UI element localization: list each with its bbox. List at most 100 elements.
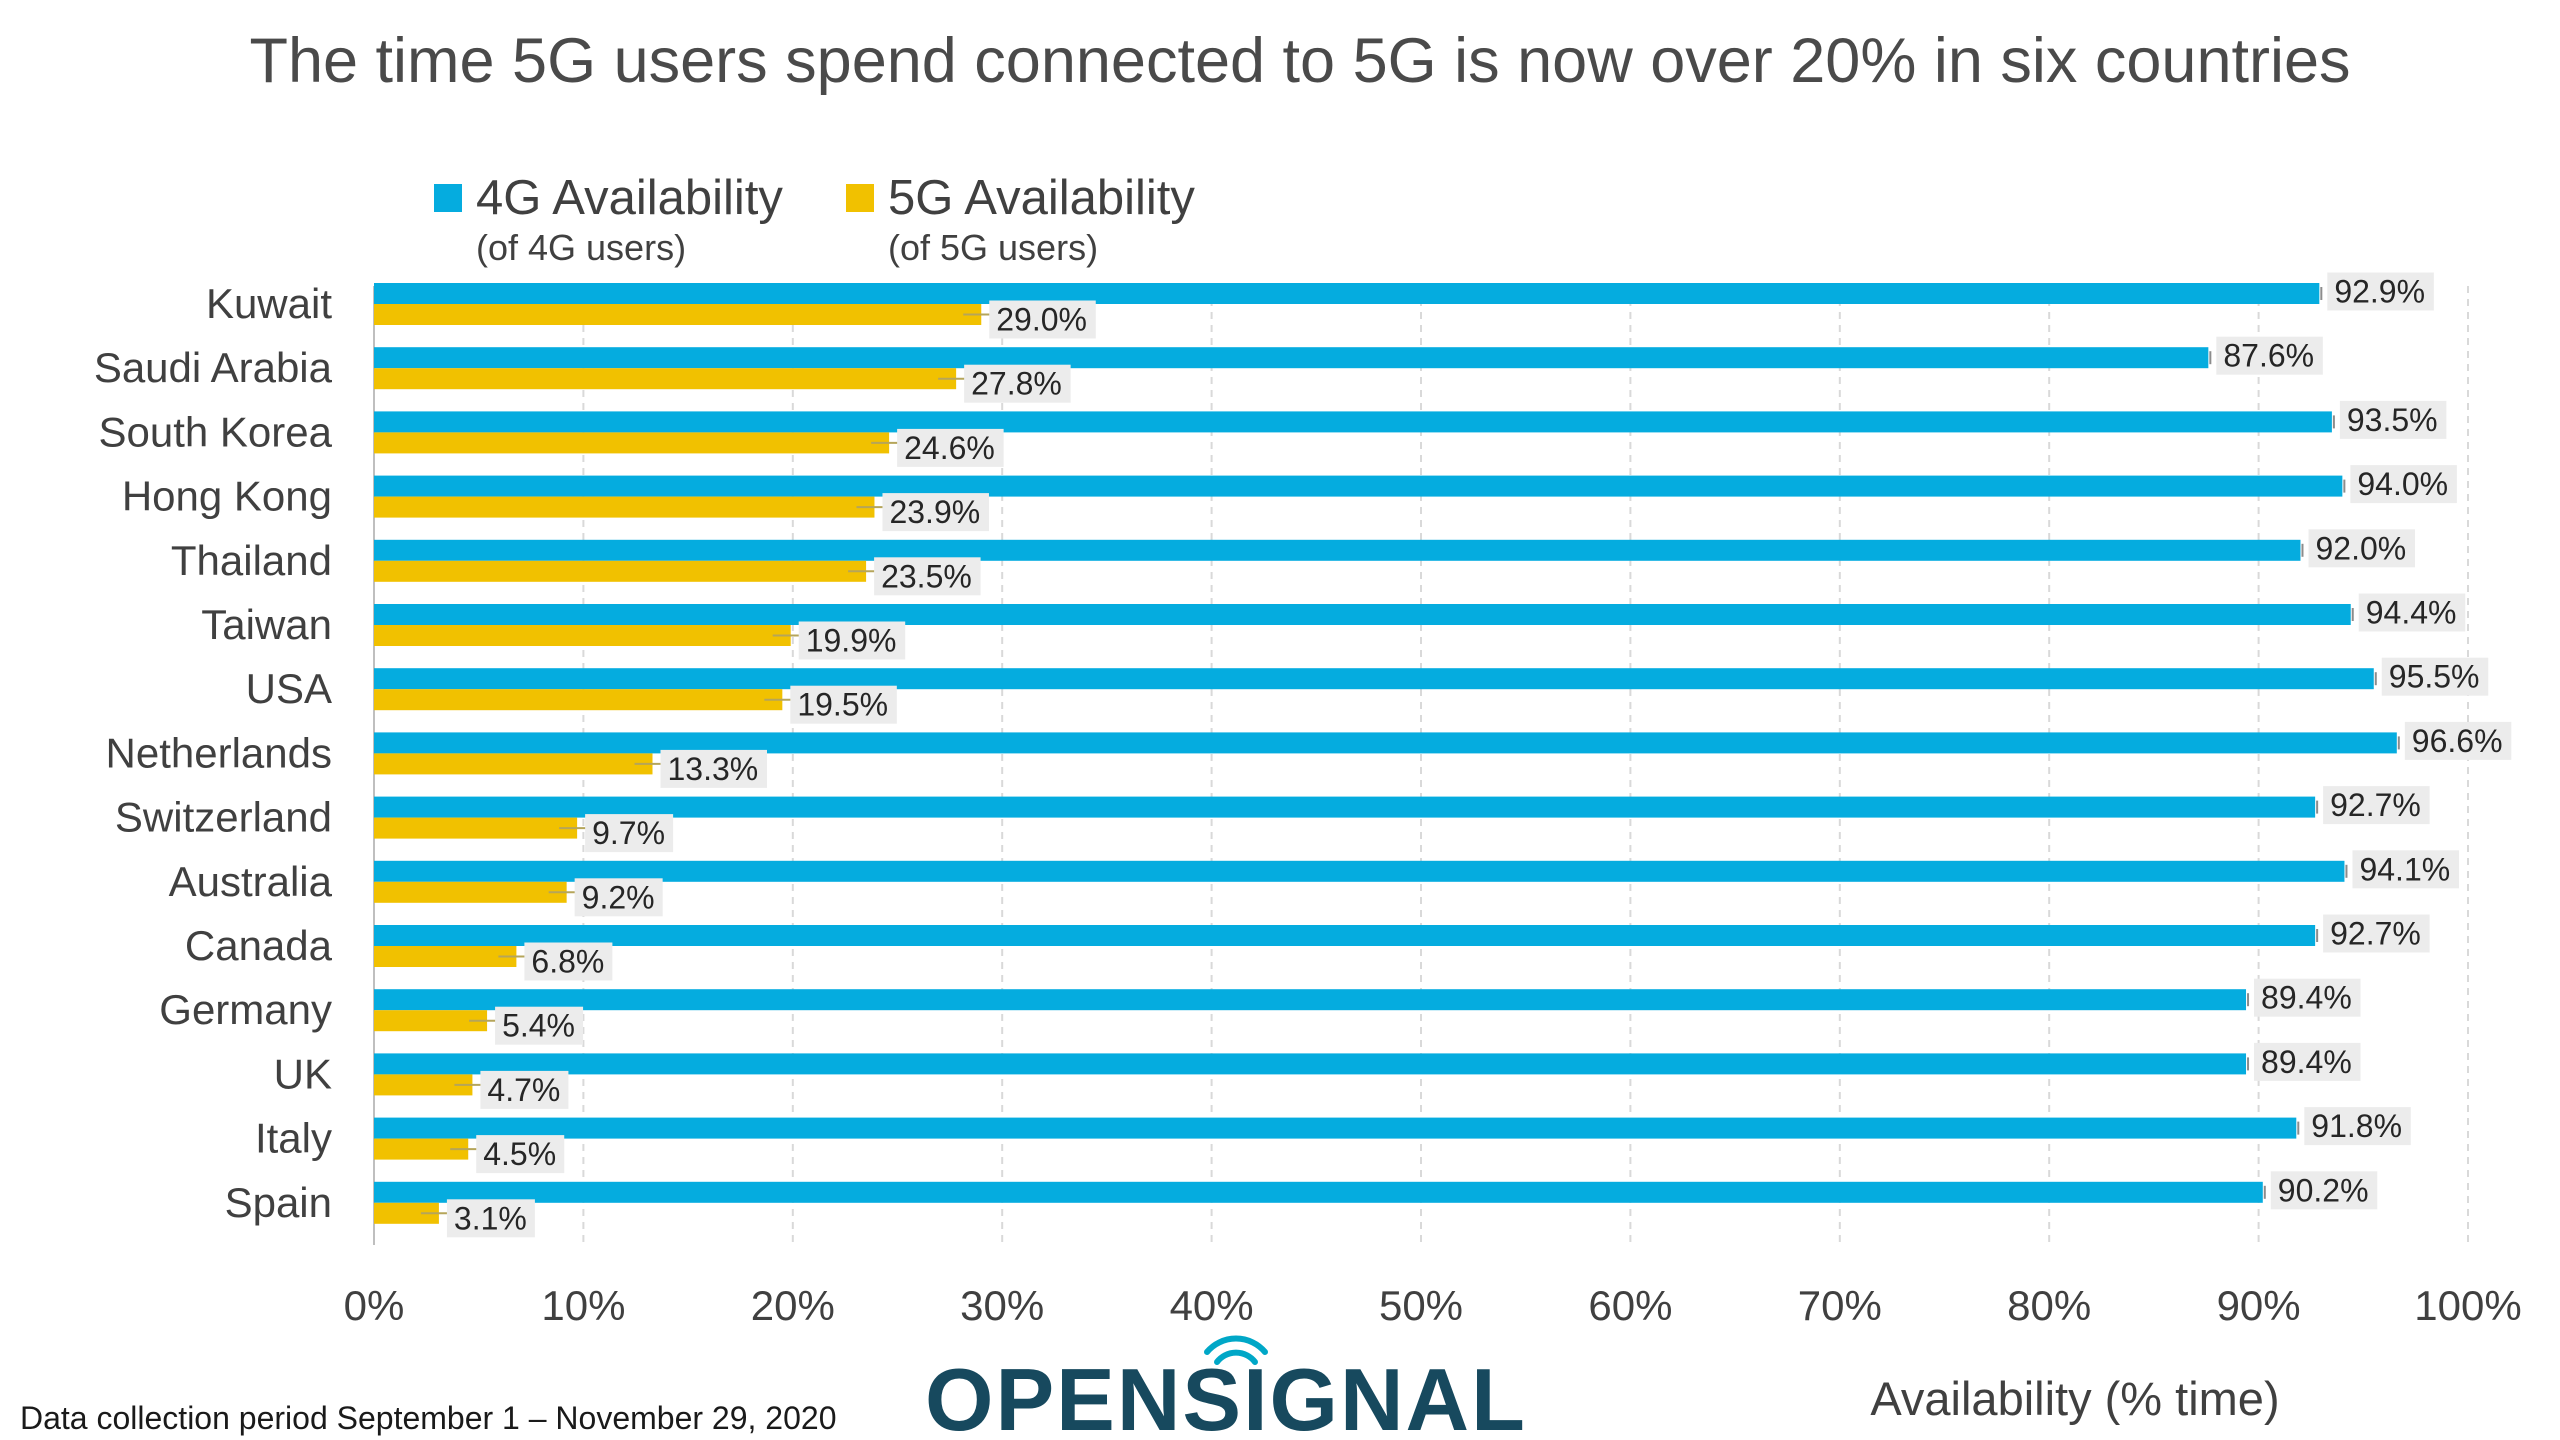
x-tick-label: 20% [751, 1282, 835, 1329]
bar-4g [374, 1053, 2247, 1075]
data-label-bg [574, 878, 663, 917]
data-label-bg [2404, 721, 2512, 760]
data-label: 92.0% [2315, 530, 2406, 566]
bar-5g [374, 946, 517, 967]
bar-4g [374, 732, 2397, 754]
bar-group: 90.2% 3.1% [374, 1171, 2378, 1238]
data-label-bg [524, 942, 613, 981]
bar-group: 94.1% 9.2% [374, 850, 2459, 917]
data-label-bg [2381, 657, 2489, 696]
data-label: 87.6% [2223, 338, 2314, 374]
data-label: 4.5% [483, 1136, 556, 1172]
x-tick-label: 30% [960, 1282, 1044, 1329]
bar-group: 94.4% 19.9% [374, 593, 2466, 660]
data-label-bg [446, 1199, 535, 1238]
x-tick-label: 70% [1798, 1282, 1882, 1329]
data-label-bg [964, 364, 1071, 403]
bar-4g [374, 1181, 2263, 1203]
x-tick-label: 100% [2414, 1282, 2521, 1329]
x-tick-label: 0% [344, 1282, 405, 1329]
bar-group: 92.7% 9.7% [374, 786, 2430, 853]
data-label: 6.8% [531, 944, 604, 980]
bar-5g [374, 881, 567, 903]
category-label: Hong Kong [122, 473, 332, 520]
data-label: 92.7% [2330, 916, 2421, 952]
bar-group: 92.9% 29.0% [374, 272, 2434, 339]
data-label: 19.5% [797, 687, 888, 723]
data-label: 24.6% [904, 430, 995, 466]
data-label-bg [2327, 272, 2434, 311]
bar-group: 87.6% 27.8% [374, 336, 2323, 403]
value-axis: 0% 10% 20% 30% 40% 50% 60% 70% 80% 90% 100% [344, 1282, 2522, 1329]
category-label: Germany [159, 986, 332, 1033]
data-label: 94.0% [2357, 466, 2448, 502]
data-label: 9.7% [592, 815, 665, 851]
data-label-bg [2350, 465, 2457, 504]
x-axis-title: Availability (% time) [1870, 1372, 2279, 1425]
category-label: Canada [185, 922, 333, 969]
data-label: 13.3% [668, 751, 759, 787]
bar-group: 96.6% 13.3% [374, 721, 2512, 788]
bar-5g [374, 817, 578, 839]
data-label: 23.9% [889, 494, 980, 530]
bar-5g [374, 625, 791, 646]
category-label: Saudi Arabia [94, 344, 333, 391]
legend: 4G Availability (of 4G users) 5G Availab… [434, 171, 1195, 268]
data-label-bg [2339, 400, 2447, 439]
opensignal-logo: OPENSIGNAL [925, 1335, 1525, 1440]
data-label-bg [2254, 978, 2361, 1017]
chart-title: The time 5G users spend connected to 5G … [249, 26, 2350, 96]
bar-4g [374, 411, 2332, 433]
bar-4g [374, 539, 2301, 561]
bar-4g [374, 604, 2351, 625]
data-label: 90.2% [2278, 1172, 2369, 1208]
bar-4g [374, 283, 2320, 304]
data-label-bg [2323, 786, 2430, 825]
category-label: Taiwan [201, 601, 332, 648]
bar-5g [374, 1010, 488, 1032]
bar-4g [374, 860, 2345, 882]
bar-group: 95.5% 19.5% [374, 657, 2489, 724]
data-label-bg [798, 621, 906, 660]
category-label: Netherlands [106, 729, 332, 776]
data-label: 3.1% [454, 1200, 527, 1236]
footnote: Data collection period September 1 – Nov… [20, 1400, 836, 1436]
data-label: 9.2% [582, 879, 655, 915]
category-axis: Kuwait Saudi Arabia South Korea Hong Kong Th… [94, 280, 333, 1226]
x-tick-label: 40% [1170, 1282, 1254, 1329]
data-label-bg [2304, 1107, 2411, 1146]
data-label: 95.5% [2389, 659, 2480, 695]
data-label: 91.8% [2311, 1108, 2402, 1144]
bar-5g [374, 496, 875, 518]
data-label-bg [2323, 914, 2430, 953]
bar-4g [374, 989, 2247, 1011]
category-label: Kuwait [206, 280, 332, 327]
x-tick-label: 10% [541, 1282, 625, 1329]
x-tick-label: 50% [1379, 1282, 1463, 1329]
x-tick-label: 60% [1588, 1282, 1672, 1329]
data-label: 19.9% [806, 623, 897, 659]
data-label: 29.0% [996, 302, 1087, 338]
category-label: South Korea [98, 408, 332, 455]
bar-4g [374, 475, 2343, 497]
data-label-bg [874, 557, 981, 596]
data-label-bg [476, 1135, 565, 1174]
category-label: Italy [255, 1115, 332, 1162]
data-label: 5.4% [502, 1008, 575, 1044]
data-label-bg [2270, 1171, 2378, 1210]
category-label: Spain [225, 1179, 332, 1226]
category-label: UK [274, 1050, 332, 1097]
data-label: 89.4% [2261, 1044, 2352, 1080]
data-label-bg [495, 1006, 584, 1045]
data-label: 4.7% [487, 1072, 560, 1108]
bar-4g [374, 1117, 2297, 1139]
bar-5g [374, 1202, 439, 1224]
data-label: 94.4% [2366, 595, 2457, 631]
legend-sublabel-4g: (of 4G users) [476, 227, 686, 268]
data-label-bg [2216, 336, 2323, 375]
bar-group: 92.0% 23.5% [374, 529, 2415, 596]
x-tick-label: 80% [2007, 1282, 2091, 1329]
category-label: USA [246, 665, 332, 712]
signal-arcs-icon [1204, 1335, 1268, 1365]
